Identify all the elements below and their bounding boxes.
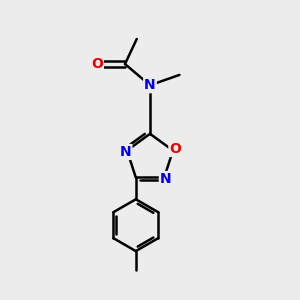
Text: N: N — [160, 172, 172, 186]
Text: O: O — [169, 142, 181, 156]
Text: O: O — [91, 57, 103, 71]
Text: N: N — [144, 78, 156, 92]
Text: N: N — [120, 145, 131, 159]
